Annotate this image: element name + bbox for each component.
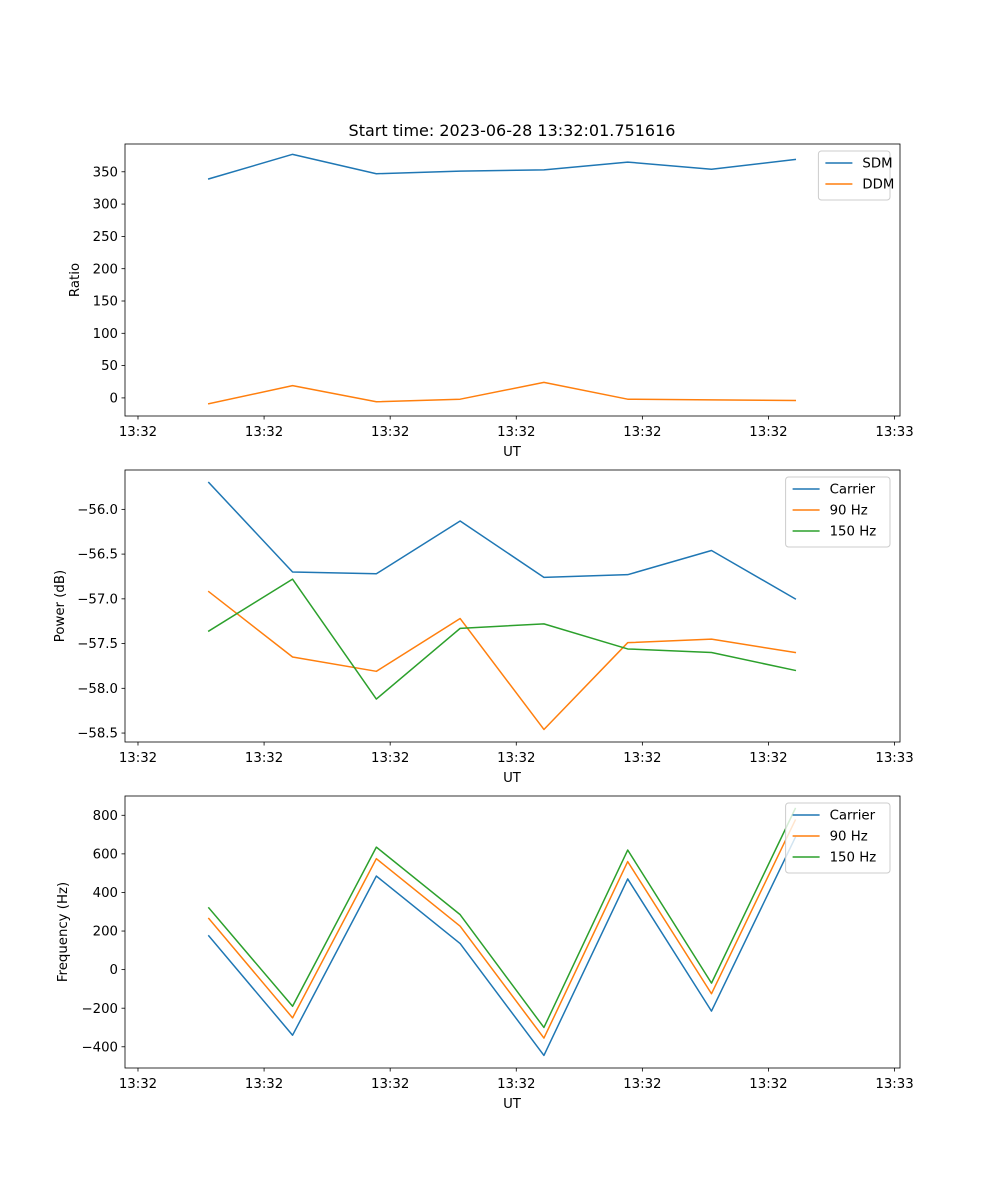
ratio-series-line-1: [207, 381, 797, 405]
frequency-x-tick-label: 13:32: [371, 1077, 409, 1092]
power-x-axis-label: UT: [503, 771, 522, 786]
ratio-x-axis-label: UT: [503, 445, 522, 460]
frequency-legend-label: 150 Hz: [830, 851, 877, 866]
power-legend-label: 90 Hz: [830, 504, 868, 519]
ratio-y-tick-label: 300: [93, 198, 118, 213]
ratio-x-tick-label: 13:32: [245, 425, 283, 440]
power-legend-label: Carrier: [830, 483, 876, 498]
frequency-x-tick-label: 13:32: [749, 1077, 787, 1092]
frequency-x-axis-label: UT: [503, 1097, 522, 1112]
frequency-x-tick-label: 13:32: [245, 1077, 283, 1092]
power-y-tick-label: −57.0: [77, 592, 118, 607]
power-x-tick-label: 13:32: [497, 751, 535, 766]
ratio-legend: SDM DDM: [817, 150, 894, 201]
ratio-legend-label: SDM: [862, 157, 892, 172]
frequency-legend-label: Carrier: [830, 809, 876, 824]
ratio-series-layer: [207, 153, 797, 405]
power-x-tick-label: 13:32: [371, 751, 409, 766]
power-y-tick-label: −56.5: [77, 548, 118, 563]
frequency-y-tick-label: −200: [81, 1002, 118, 1017]
frequency-x-tick-label: 13:32: [119, 1077, 157, 1092]
power-y-tick-label: −58.0: [77, 682, 118, 697]
power-series-line-2: [207, 578, 797, 700]
ratio-x-axis: 13:32 13:32 13:32 13:32 13:32 13:32 13:33: [119, 416, 914, 440]
ratio-y-axis: 0 50 100 150 200 250 300 350: [93, 165, 125, 407]
power-y-axis-label: Power (dB): [53, 570, 68, 642]
frequency-y-tick-label: 600: [93, 847, 118, 862]
power-legend-box: [785, 476, 891, 548]
frequency-plot-frame: [124, 795, 901, 1069]
frequency-x-tick-label: 13:32: [497, 1077, 535, 1092]
power-y-tick-label: −56.0: [77, 503, 118, 518]
power-series-layer: [207, 481, 797, 731]
ratio-x-tick-label: 13:32: [371, 425, 409, 440]
ratio-y-tick-label: 100: [93, 327, 118, 342]
power-x-tick-label: 13:32: [623, 751, 661, 766]
power-legend-label: 150 Hz: [830, 525, 877, 540]
frequency-y-tick-label: 800: [93, 809, 118, 824]
ratio-series-line-0: [207, 153, 797, 180]
frequency-y-tick-label: 400: [93, 886, 118, 901]
ratio-x-tick-label: 13:32: [623, 425, 661, 440]
power-x-tick-label: 13:32: [119, 751, 157, 766]
power-x-axis: 13:32 13:32 13:32 13:32 13:32 13:32 13:33: [119, 742, 914, 766]
ratio-x-tick-label: 13:32: [749, 425, 787, 440]
power-y-tick-label: −58.5: [77, 727, 118, 742]
power-x-tick-label: 13:33: [875, 751, 913, 766]
frequency-x-tick-label: 13:32: [623, 1077, 661, 1092]
ratio-panel: Start time: 2023-06-28 13:32:01.751616 0…: [68, 121, 914, 460]
power-y-tick-label: −57.5: [77, 637, 118, 652]
frequency-legend-box: [785, 802, 891, 874]
frequency-series-line-2: [207, 807, 797, 1029]
ratio-y-tick-label: 150: [93, 295, 118, 310]
frequency-series-line-1: [207, 819, 797, 1039]
ratio-y-axis-label: Ratio: [68, 263, 83, 297]
ratio-legend-label: DDM: [862, 178, 894, 193]
ratio-y-tick-label: 200: [93, 262, 118, 277]
ratio-x-tick-label: 13:32: [497, 425, 535, 440]
ratio-x-tick-label: 13:32: [119, 425, 157, 440]
ratio-y-tick-label: 350: [93, 165, 118, 180]
frequency-y-tick-label: 200: [93, 925, 118, 940]
frequency-y-axis-label: Frequency (Hz): [56, 882, 71, 982]
power-series-line-1: [207, 590, 797, 731]
frequency-y-tick-label: −400: [81, 1040, 118, 1055]
ratio-y-tick-label: 50: [101, 359, 118, 374]
ratio-y-tick-label: 0: [110, 392, 118, 407]
power-panel: −58.5−58.0−57.5−57.0−56.5−56.0 13:32 13:3…: [53, 469, 914, 786]
frequency-legend-label: 90 Hz: [830, 830, 868, 845]
frequency-y-tick-label: 0: [110, 963, 118, 978]
power-x-tick-label: 13:32: [245, 751, 283, 766]
frequency-legend: Carrier 90 Hz 150 Hz: [785, 802, 891, 874]
power-x-tick-label: 13:32: [749, 751, 787, 766]
chart-title: Start time: 2023-06-28 13:32:01.751616: [349, 121, 676, 140]
power-plot-frame: [124, 469, 901, 743]
power-series-line-0: [207, 481, 797, 600]
ratio-x-tick-label: 13:33: [875, 425, 913, 440]
ratio-y-tick-label: 250: [93, 230, 118, 245]
power-y-axis: −58.5 −58.0 −57.5 −57.0 −56.5 −56.0: [77, 503, 125, 742]
frequency-x-tick-label: 13:33: [875, 1077, 913, 1092]
power-legend: Carrier 90 Hz 150 Hz: [785, 476, 891, 548]
frequency-series-layer: [207, 807, 797, 1057]
ratio-plot-frame: [124, 143, 901, 417]
frequency-y-axis: −400 −200 0 200 400 600 800: [81, 809, 125, 1055]
frequency-x-axis: 13:32 13:32 13:32 13:32 13:32 13:32 13:33: [119, 1068, 914, 1092]
frequency-series-line-0: [207, 836, 797, 1057]
